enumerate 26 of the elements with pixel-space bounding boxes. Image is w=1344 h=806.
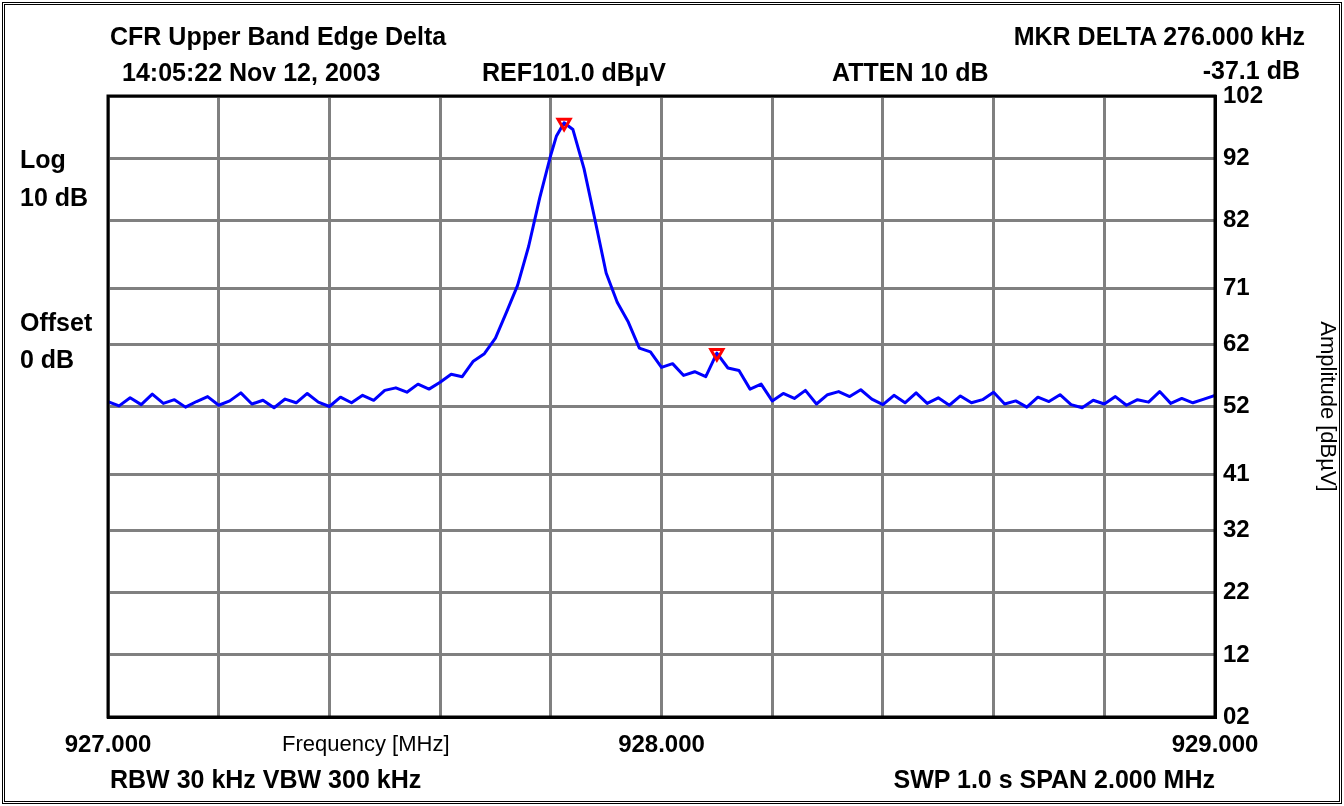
- text: Log: [20, 145, 66, 173]
- x-axis-title: Frequency [MHz]: [282, 730, 450, 758]
- x-tick-label: 929.000: [1171, 730, 1259, 758]
- y-tick-label: 62: [1223, 329, 1250, 357]
- y-tick-label: 82: [1223, 204, 1250, 232]
- text: 14:05:22 Nov 12, 2003: [122, 58, 381, 86]
- text: SWP 1.0 s SPAN 2.000 MHz: [893, 765, 1215, 793]
- x-tick-label: 928.000: [618, 730, 705, 758]
- chart-title: CFR Upper Band Edge Delta: [110, 22, 447, 50]
- text: Offset: [20, 308, 93, 336]
- text: ATTEN 10 dB: [832, 58, 989, 86]
- text: RBW 30 kHz VBW 300 kHz: [110, 765, 422, 793]
- y-tick-label: 71: [1223, 273, 1250, 301]
- text: REF101.0 dBµV: [482, 58, 666, 86]
- x-tick-label: 927.000: [64, 730, 152, 758]
- y-tick-label: 52: [1223, 391, 1250, 419]
- y-tick-label: 02: [1223, 701, 1250, 729]
- y-tick-label: 92: [1223, 142, 1250, 170]
- y-tick-label: 32: [1223, 515, 1250, 543]
- text: 10 dB: [20, 183, 89, 211]
- y-tick-label: 12: [1223, 639, 1250, 667]
- y-tick-label: 41: [1223, 459, 1250, 487]
- y-axis-title: Amplitude [dBµV]: [1315, 321, 1341, 492]
- text: MKR DELTA 276.000 kHz: [1013, 22, 1305, 50]
- text: 0 dB: [20, 345, 75, 373]
- y-tick-label: 22: [1223, 577, 1250, 605]
